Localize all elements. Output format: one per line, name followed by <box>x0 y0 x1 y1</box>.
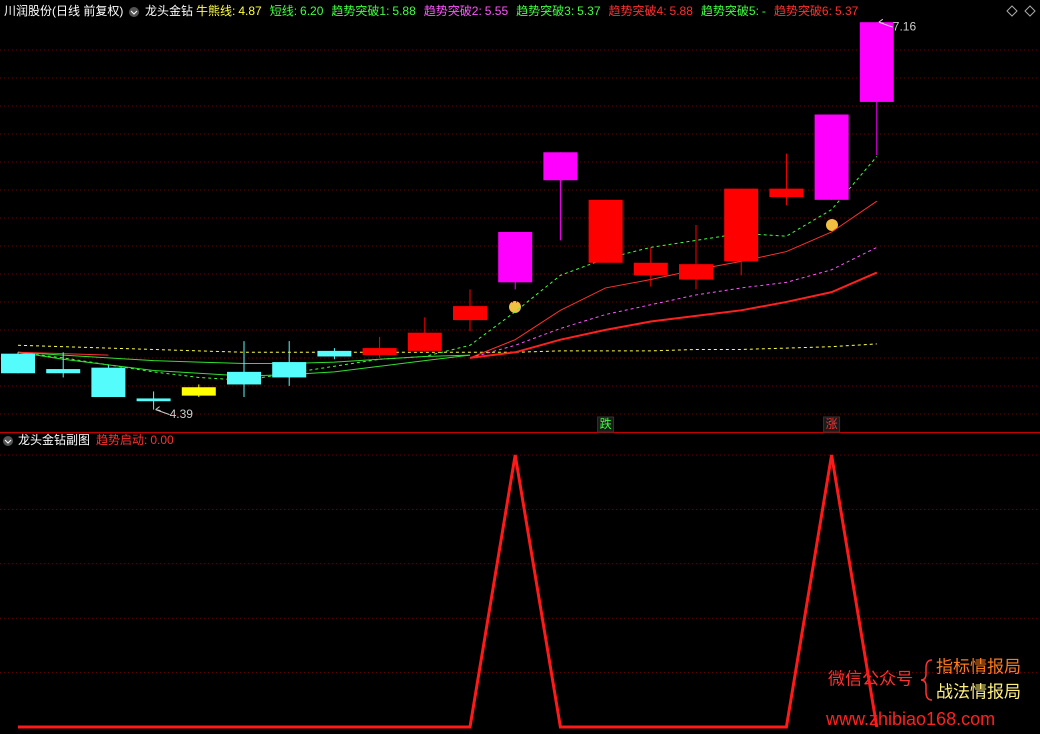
legend-name: 短线: <box>270 4 297 18</box>
price-arrow <box>878 18 893 28</box>
candle-body <box>1 353 35 374</box>
indicator-line <box>469 246 878 359</box>
legend-value: 5.37 <box>835 4 859 18</box>
legend-value: 5.55 <box>485 4 509 18</box>
legend-value: 5.88 <box>392 4 416 18</box>
price-arrow <box>155 406 170 416</box>
candle-body <box>814 114 849 200</box>
candle-body <box>859 22 894 102</box>
menu-icon[interactable] <box>129 7 139 17</box>
legend-name: 趋势突破6: <box>774 3 832 18</box>
money-icon <box>826 219 838 231</box>
candle-body <box>724 188 759 262</box>
legend-value: 0.00 <box>150 433 174 447</box>
price-label: 7.16 <box>893 19 917 33</box>
candle-body <box>227 371 261 385</box>
candle-body <box>453 306 487 321</box>
candle-body <box>91 367 126 398</box>
candle-body <box>136 398 171 402</box>
legend-value: 5.88 <box>670 4 694 18</box>
indicator-line <box>17 156 878 381</box>
legend-name: 牛熊线: <box>196 3 235 18</box>
diamond-icon[interactable] <box>1024 5 1036 17</box>
indicator-line <box>18 454 879 729</box>
diamond-icon[interactable] <box>1006 5 1018 17</box>
candle-body <box>272 362 307 378</box>
menu-icon[interactable] <box>3 436 13 446</box>
legend-name: 趋势启动: <box>96 433 147 447</box>
money-icon <box>509 301 521 313</box>
price-label: 4.39 <box>170 407 194 421</box>
signal-box <box>823 416 841 433</box>
legend-name: 趋势突破5: <box>701 3 759 18</box>
panel-divider <box>0 432 1040 434</box>
candle-body <box>317 350 352 357</box>
candle-body <box>769 188 804 198</box>
legend-value: 6.20 <box>300 4 324 18</box>
candle-body <box>679 264 713 280</box>
legend-name: 趋势突破3: <box>516 3 574 18</box>
stock-title: 川润股份(日线 前复权) <box>4 3 123 18</box>
legend-value: - <box>762 4 766 18</box>
legend-value: 4.87 <box>238 4 262 18</box>
indicator-line <box>17 343 877 353</box>
watermark: 微信公众号 指标情报局 战法情报局 www.zhibiao168.com <box>825 657 1021 728</box>
candle-body <box>407 332 442 351</box>
watermark-line: 指标情报局 <box>936 657 1021 676</box>
signal-box <box>597 416 615 433</box>
candle-body <box>362 348 397 356</box>
candle-body <box>181 387 216 396</box>
candle-body <box>588 199 623 263</box>
watermark-label: 微信公众号 <box>828 669 913 688</box>
sub-title: 龙头金钻副图 <box>18 432 90 447</box>
watermark-url: www.zhibiao168.com <box>825 709 995 729</box>
indicator-line <box>469 271 878 359</box>
watermark-line: 战法情报局 <box>936 682 1021 701</box>
top-icons <box>3 5 1036 446</box>
candle-body <box>633 262 668 276</box>
signal-label: 涨 <box>826 416 838 431</box>
menu-chevron <box>130 10 138 15</box>
legend-name: 趋势突破4: <box>609 3 667 18</box>
legend-name: 趋势突破1: <box>331 3 389 18</box>
menu-chevron <box>4 439 12 444</box>
candle-body <box>46 369 81 374</box>
legend-value: 5.37 <box>577 4 601 18</box>
candle-body <box>543 152 578 181</box>
signal-label: 跌 <box>600 416 612 431</box>
brace <box>920 659 933 701</box>
candle-body <box>498 231 533 283</box>
money-icons <box>509 219 838 313</box>
indicator-name: 龙头金钻 <box>145 3 193 18</box>
legend-name: 趋势突破2: <box>424 3 482 18</box>
